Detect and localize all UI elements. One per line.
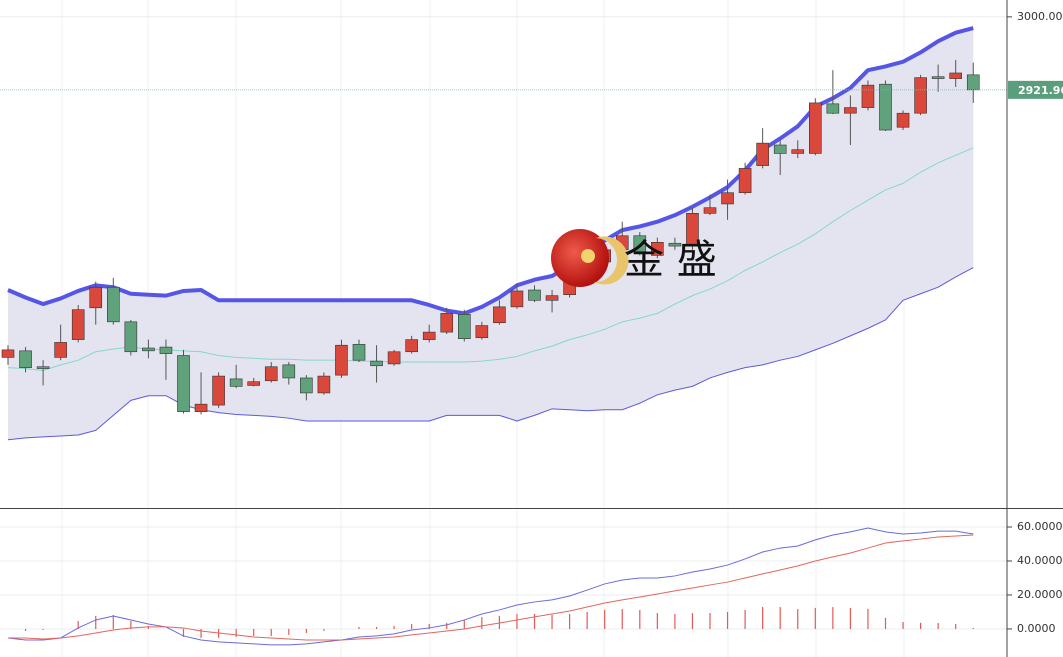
candle-body: [510, 290, 524, 308]
candle-body: [808, 102, 822, 154]
logo-dot: [581, 249, 595, 263]
last-price-label: 2921.96: [1018, 84, 1063, 97]
y-tick-label: 3000.00: [1017, 10, 1063, 23]
candle-body: [896, 112, 910, 128]
candle-body: [879, 83, 892, 131]
candle-body: [352, 343, 366, 361]
candle-body: [633, 235, 647, 252]
y-tick-label: 40.0000: [1017, 554, 1063, 567]
candle-body: [335, 344, 348, 376]
candle-body: [317, 375, 331, 394]
band-line: [7, 267, 974, 441]
candle-body: [773, 144, 787, 154]
candle-body: [703, 207, 717, 214]
candle-body: [71, 309, 85, 340]
candle-body: [545, 295, 559, 301]
candle-body: [387, 351, 401, 365]
candle-body: [931, 76, 945, 79]
band-fill: [8, 28, 974, 440]
candle-body: [159, 346, 173, 354]
candle-body: [826, 103, 840, 114]
candle-body: [686, 213, 699, 246]
candle-body: [493, 306, 506, 324]
candle-body: [791, 149, 805, 154]
candle-body: [54, 342, 67, 358]
candle-body: [528, 289, 541, 301]
candle-body: [721, 192, 734, 205]
candle-body: [756, 142, 769, 166]
candle-body: [651, 242, 664, 256]
candle-body: [475, 325, 489, 339]
candle-body: [966, 74, 980, 91]
candle-body: [738, 168, 752, 194]
candle-body: [422, 331, 436, 340]
candle-body: [19, 350, 32, 368]
candle-body: [457, 314, 471, 339]
watermark: 金 盛: [551, 229, 717, 287]
macd-line: [7, 527, 974, 646]
candle-body: [89, 286, 103, 309]
candle-body: [370, 360, 383, 367]
logo-crescent: [594, 236, 629, 285]
macd-line: [8, 534, 974, 641]
candle-body: [124, 321, 138, 353]
candle-body: [142, 347, 155, 352]
logo-ball: [551, 229, 609, 287]
candle-body: [1, 349, 15, 358]
candle-body: [861, 84, 875, 108]
candle-body: [914, 77, 927, 114]
candle-body: [212, 375, 225, 406]
candle-body: [264, 366, 278, 382]
marks-layer: [0, 26, 1007, 646]
last-price-box: [1008, 80, 1063, 99]
candle-body: [107, 286, 120, 323]
candle-body: [229, 378, 243, 387]
candle-body: [300, 377, 313, 394]
candle-body: [36, 366, 50, 369]
candle-body: [949, 72, 963, 79]
candle-body: [247, 381, 260, 386]
candle-body: [844, 107, 857, 114]
candle-body: [194, 403, 208, 412]
candle-body: [405, 339, 418, 353]
y-tick-label: 60.0000: [1017, 520, 1063, 533]
candle-body: [440, 313, 454, 333]
watermark-text: 金 盛: [624, 237, 717, 283]
y-tick-label: 0.0000: [1017, 622, 1056, 635]
candle-body: [282, 364, 296, 379]
candle-body: [668, 242, 682, 247]
candle-body: [177, 355, 190, 412]
y-tick-label: 20.0000: [1017, 588, 1063, 601]
